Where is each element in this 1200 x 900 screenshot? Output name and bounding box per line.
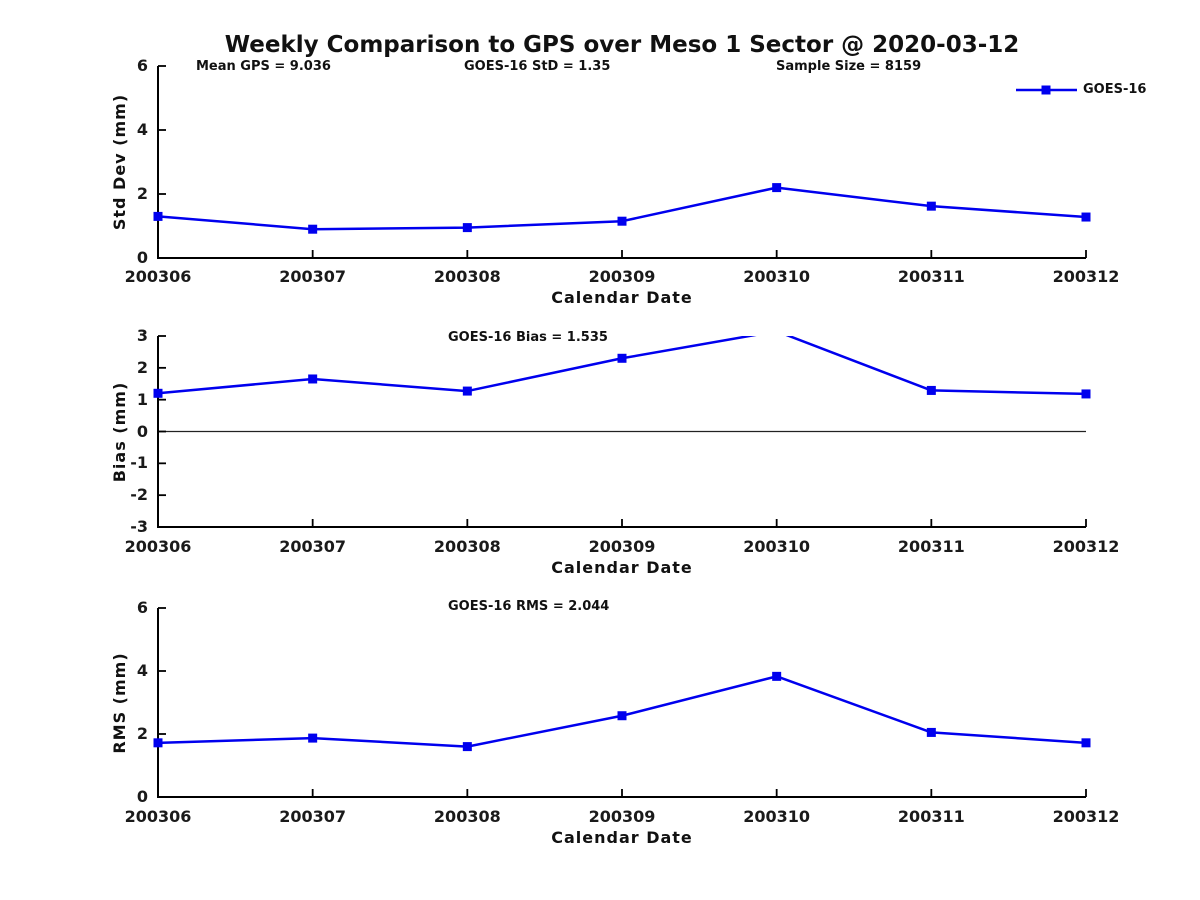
- rms-xtick-label: 200311: [897, 807, 965, 826]
- bias-ytick-label: 0: [136, 421, 148, 441]
- std-dev-data-point-marker: [308, 224, 318, 234]
- bias-ytick-label: -2: [130, 485, 148, 505]
- legend-label: GOES-16: [1083, 82, 1147, 97]
- bias-xtick-label: 200307: [279, 537, 347, 556]
- std-dev-ytick-label: 2: [136, 184, 148, 203]
- bias-xtick-label: 200312: [1052, 537, 1120, 556]
- rms-series-group: [153, 671, 1091, 752]
- bias-ytick-label: -1: [130, 453, 148, 473]
- std-dev-ytick-label: 6: [136, 56, 148, 75]
- rms-data-point-marker: [926, 727, 936, 737]
- std-dev-xaxis-label: Calendar Date: [551, 288, 693, 307]
- legend-marker-icon: [1041, 85, 1051, 95]
- rms-yaxis-label: RMS (mm): [110, 651, 129, 754]
- rms-xtick-label: 200310: [743, 807, 811, 826]
- std-dev-ytick-label: 4: [136, 120, 148, 139]
- bias-xtick-label: 200308: [433, 537, 501, 556]
- chart-title: Weekly Comparison to GPS over Meso 1 Sec…: [224, 32, 1020, 58]
- rms-data-point-marker: [772, 671, 782, 681]
- bias-ytick-label: 3: [136, 326, 148, 345]
- std-dev-data-point-marker: [153, 211, 163, 221]
- std-dev-annotation: GOES-16 StD = 1.35: [464, 59, 611, 74]
- bias-data-point-marker: [772, 327, 781, 336]
- std-dev-xtick-label: 200309: [588, 267, 656, 286]
- bias-ytick-label: -3: [130, 517, 148, 536]
- rms-ytick-label: 4: [136, 661, 148, 680]
- std-dev-annotation: Sample Size = 8159: [776, 59, 922, 74]
- rms-data-point-marker: [1081, 738, 1091, 748]
- std-dev-xtick-label: 200306: [124, 267, 192, 286]
- rms-data-point-marker: [462, 742, 472, 752]
- std-dev-xtick-label: 200310: [743, 267, 811, 286]
- std-dev-yaxis-label: Std Dev (mm): [110, 93, 129, 231]
- std-dev-annotation: Mean GPS = 9.036: [196, 59, 331, 74]
- bias-ytick-label: 2: [136, 357, 148, 377]
- std-dev-ytick-label: 0: [136, 248, 148, 267]
- std-dev-data-point-marker: [926, 201, 936, 211]
- rms-axes: [157, 608, 1086, 798]
- bias-xtick-label: 200306: [124, 537, 192, 556]
- rms-xaxis-label: Calendar Date: [551, 828, 693, 847]
- rms-xtick-label: 200306: [124, 807, 192, 826]
- bias-data-point-marker: [617, 353, 627, 363]
- rms-annotation: GOES-16 RMS = 2.044: [448, 599, 610, 614]
- bias-data-point-marker: [926, 385, 936, 395]
- bias-data-point-marker: [1081, 389, 1091, 399]
- rms-data-point-marker: [153, 738, 163, 748]
- bias-xaxis-label: Calendar Date: [551, 558, 693, 577]
- rms-ytick-label: 2: [136, 724, 148, 743]
- bias-yaxis-label: Bias (mm): [110, 381, 129, 482]
- bias-ytick-label: 1: [136, 389, 148, 409]
- std-dev-xtick-label: 200312: [1052, 267, 1120, 286]
- bias-data-point-marker: [462, 386, 472, 396]
- std-dev-series-group: [153, 183, 1091, 234]
- rms-ytick-label: 6: [136, 598, 148, 617]
- bias-xtick-label: 200310: [743, 537, 811, 556]
- std-dev-data-point-marker: [1081, 212, 1091, 222]
- rms-xtick-label: 200312: [1052, 807, 1120, 826]
- bias-xtick-label: 200309: [588, 537, 656, 556]
- bias-data-point-marker: [308, 374, 318, 384]
- std-dev-xtick-label: 200308: [433, 267, 501, 286]
- std-dev-xtick-label: 200311: [897, 267, 965, 286]
- bias-annotation: GOES-16 Bias = 1.535: [448, 330, 608, 345]
- rms-xtick-label: 200308: [433, 807, 501, 826]
- bias-data-point-marker: [153, 388, 163, 398]
- rms-data-point-marker: [617, 711, 627, 721]
- rms-ytick-label: 0: [136, 787, 148, 806]
- std-dev-axes: [157, 66, 1086, 259]
- rms-xtick-label: 200307: [279, 807, 347, 826]
- std-dev-data-point-marker: [462, 223, 472, 233]
- std-dev-data-point-marker: [772, 183, 782, 193]
- bias-series-group: [153, 327, 1091, 399]
- rms-xtick-label: 200309: [588, 807, 656, 826]
- bias-xtick-label: 200311: [897, 537, 965, 556]
- rms-data-point-marker: [308, 733, 318, 743]
- std-dev-xtick-label: 200307: [279, 267, 347, 286]
- std-dev-data-point-marker: [617, 216, 627, 226]
